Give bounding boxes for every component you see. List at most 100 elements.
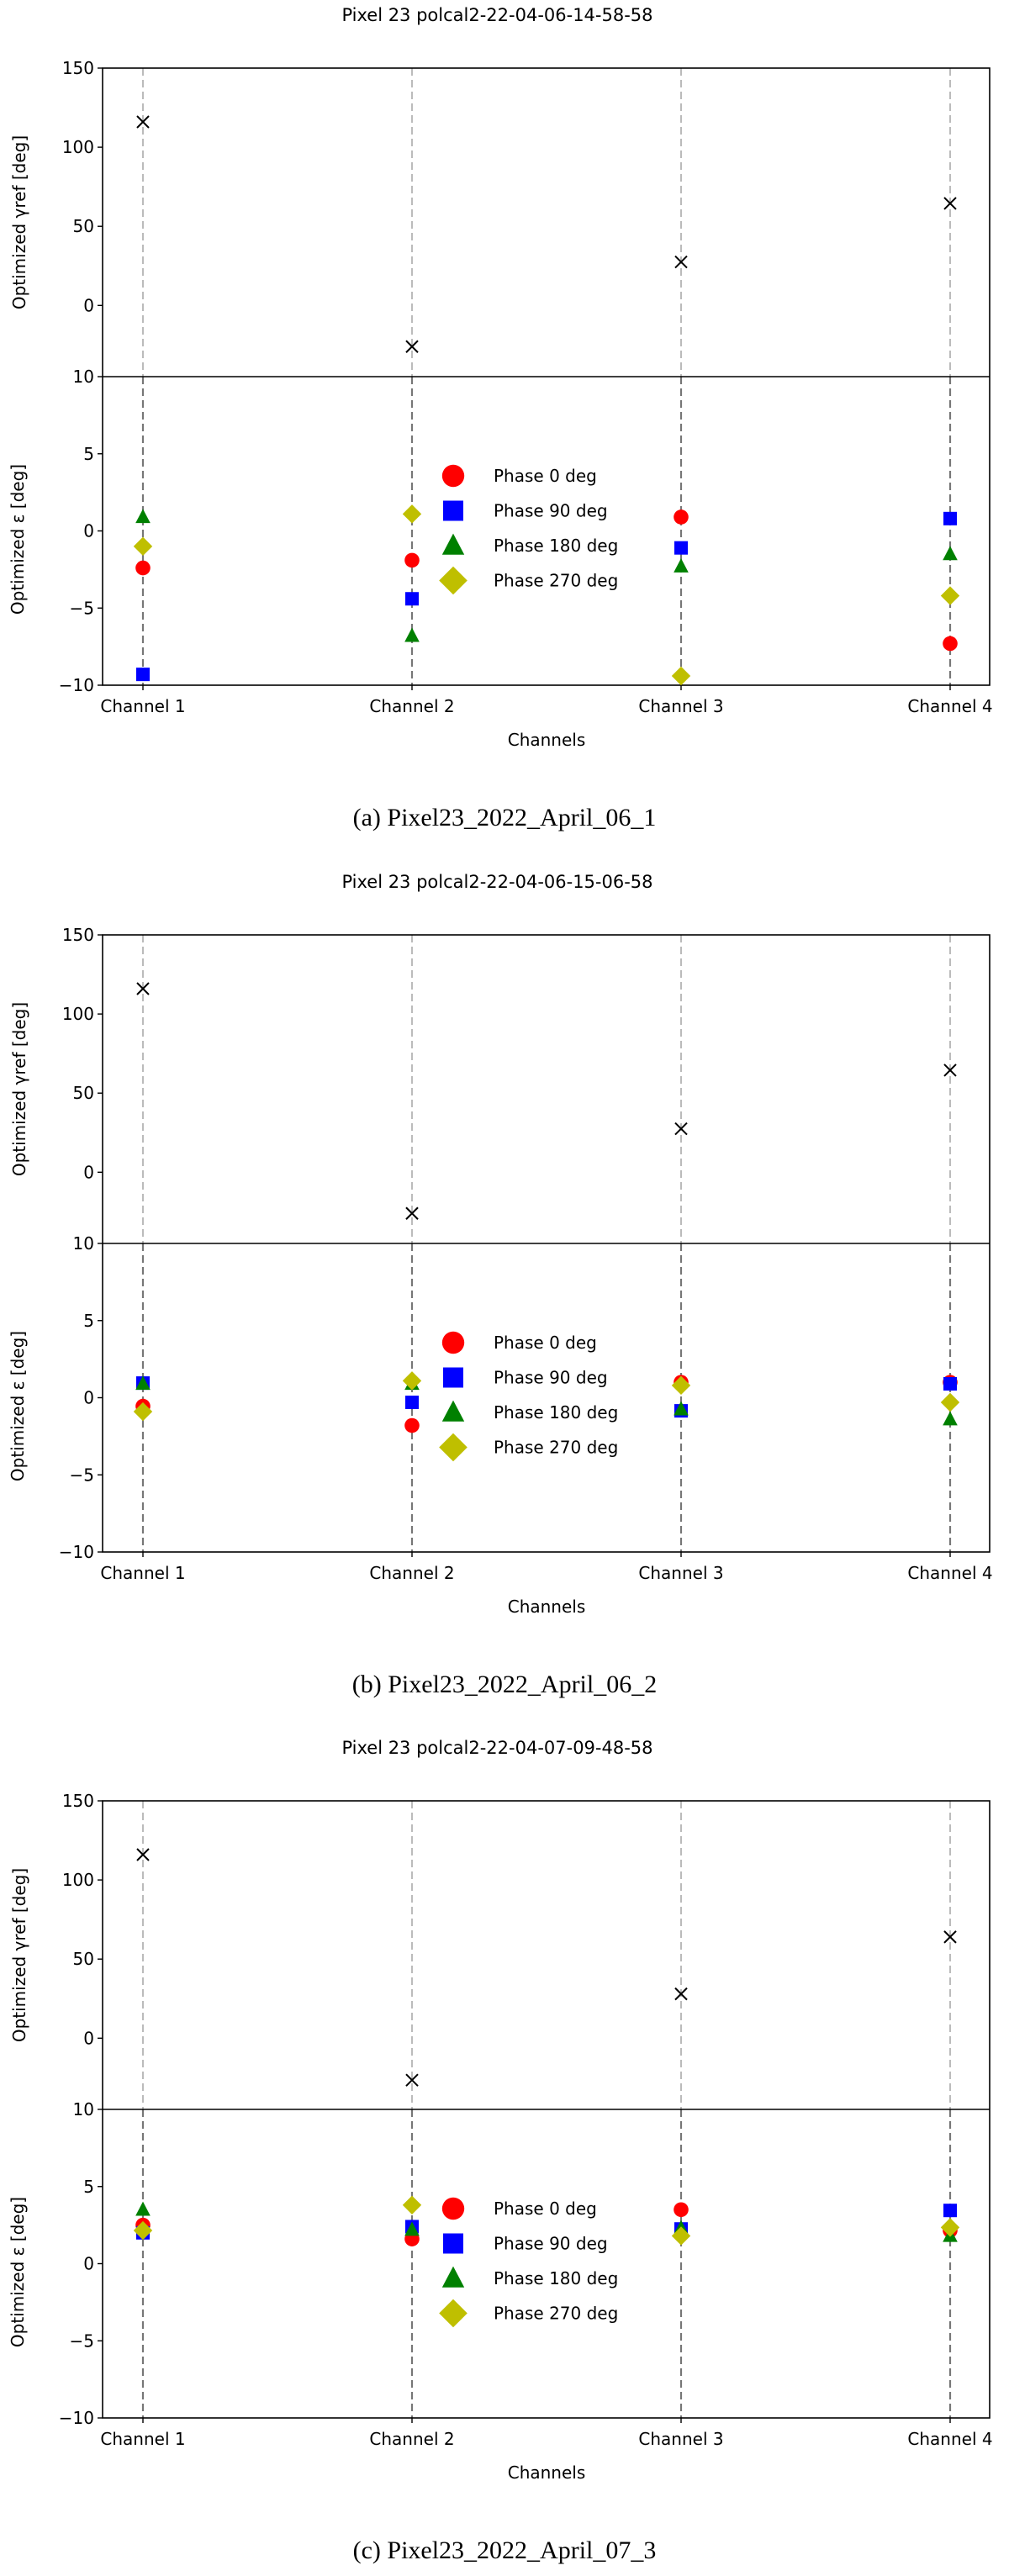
- gamma-point: [674, 1122, 688, 1136]
- x-axis-label: Channels: [508, 730, 586, 750]
- epsilon-point-diamond: [940, 1392, 960, 1412]
- epsilon-point-diamond: [133, 1401, 153, 1422]
- y-tick-label-bottom: 0: [83, 2254, 94, 2274]
- y-tick-label-top: 50: [73, 1083, 94, 1103]
- epsilon-point-square: [136, 668, 150, 682]
- epsilon-point-diamond: [402, 1371, 422, 1391]
- y-tick-label-top: 0: [83, 2028, 94, 2048]
- y-axis-label-bottom: Optimized ε [deg]: [8, 1331, 28, 1481]
- x-tick-label: Channel 2: [369, 2429, 454, 2449]
- y-tick-label-bottom: 5: [83, 2177, 94, 2197]
- legend-label: Phase 90 deg: [494, 2234, 608, 2254]
- gamma-point: [405, 1206, 419, 1220]
- legend-label: Phase 270 deg: [494, 1438, 618, 1458]
- y-tick-label-top: 50: [73, 216, 94, 236]
- legend-label: Phase 270 deg: [494, 571, 618, 591]
- y-tick-label-bottom: 10: [73, 367, 94, 387]
- x-tick-label: Channel 3: [638, 1563, 723, 1583]
- epsilon-point-circle: [674, 509, 689, 525]
- epsilon-point-diamond: [671, 666, 691, 686]
- gamma-point: [943, 1064, 957, 1077]
- legend-label: Phase 180 deg: [494, 2268, 618, 2288]
- y-tick-label-top: 150: [62, 58, 94, 78]
- x-axis-label: Channels: [508, 2463, 586, 2483]
- epsilon-point-triangle: [943, 1411, 958, 1426]
- y-tick-label-top: 0: [83, 295, 94, 315]
- x-tick-label: Channel 4: [907, 696, 992, 716]
- legend-marker-triangle: [441, 1400, 465, 1422]
- y-tick-label-bottom: 10: [73, 2099, 94, 2119]
- legend-label: Phase 0 deg: [494, 466, 597, 486]
- y-tick-label-bottom: −5: [70, 598, 94, 618]
- epsilon-point-triangle: [135, 2201, 151, 2216]
- legend: Phase 0 deg Phase 90 deg Phase 180 deg Phas…: [439, 1331, 618, 1462]
- epsilon-point-diamond: [940, 586, 960, 605]
- legend-marker-circle: [441, 2197, 465, 2220]
- epsilon-point-diamond: [671, 1375, 691, 1396]
- figure-caption: (c) Pixel23_2022_April_07_3: [353, 2536, 657, 2564]
- x-tick-label: Channel 1: [100, 696, 185, 716]
- epsilon-point-diamond: [402, 2195, 422, 2214]
- epsilon-point-diamond: [133, 536, 153, 557]
- y-axis-label-top: Optimized γref [deg]: [9, 1868, 29, 2042]
- x-tick-label: Channel 2: [369, 696, 454, 716]
- chart-title: Pixel 23 polcal2-22-04-07-09-48-58: [341, 1738, 652, 1758]
- legend-label: Phase 180 deg: [494, 1402, 618, 1423]
- epsilon-point-triangle: [674, 1401, 689, 1416]
- epsilon-point-diamond: [133, 2220, 153, 2241]
- epsilon-point-triangle: [135, 1375, 151, 1391]
- x-tick-label: Channel 4: [907, 2429, 992, 2449]
- epsilon-point-diamond: [940, 2218, 960, 2237]
- legend-label: Phase 0 deg: [494, 2199, 597, 2219]
- gamma-point: [405, 340, 419, 353]
- legend-label: Phase 0 deg: [494, 1333, 597, 1353]
- x-tick-label: Channel 3: [638, 696, 723, 716]
- y-tick-label-bottom: −5: [70, 1465, 94, 1485]
- figure-1: Pixel 23 polcal2-22-04-06-14-58-58150100…: [8, 5, 993, 831]
- gamma-point: [136, 115, 150, 129]
- epsilon-point-square: [943, 511, 957, 525]
- legend: Phase 0 deg Phase 90 deg Phase 180 deg Phas…: [439, 2197, 618, 2328]
- y-tick-label-bottom: −10: [59, 1542, 94, 1562]
- epsilon-point-square: [943, 2204, 957, 2218]
- legend: Phase 0 deg Phase 90 deg Phase 180 deg Phas…: [439, 464, 618, 595]
- legend-marker-diamond: [439, 2299, 468, 2328]
- y-axis-label-bottom: Optimized ε [deg]: [8, 464, 28, 615]
- y-tick-label-top: 0: [83, 1162, 94, 1182]
- epsilon-point-circle: [404, 552, 420, 568]
- legend-marker-diamond: [439, 1433, 468, 1462]
- y-axis-label-top: Optimized γref [deg]: [9, 1002, 29, 1176]
- epsilon-point-circle: [404, 1417, 420, 1433]
- y-tick-label-bottom: 0: [83, 1388, 94, 1408]
- gamma-point: [136, 982, 150, 995]
- y-axis-label-bottom: Optimized ε [deg]: [8, 2197, 28, 2347]
- x-tick-label: Channel 3: [638, 2429, 723, 2449]
- y-tick-label-bottom: −10: [59, 2408, 94, 2428]
- legend-marker-diamond: [439, 566, 468, 595]
- figure-2: Pixel 23 polcal2-22-04-06-15-06-58 150 100…: [8, 872, 993, 1698]
- y-tick-label-top: 100: [62, 1870, 94, 1890]
- y-tick-label-bottom: 5: [83, 1311, 94, 1331]
- legend-marker-circle: [441, 1331, 465, 1354]
- legend-label: Phase 90 deg: [494, 1368, 608, 1388]
- x-axis-label: Channels: [508, 1597, 586, 1617]
- epsilon-point-circle: [674, 2202, 689, 2218]
- y-tick-label-bottom: 0: [83, 521, 94, 541]
- epsilon-point-circle: [943, 636, 958, 652]
- y-tick-label-bottom: 5: [83, 444, 94, 464]
- epsilon-point-circle: [135, 560, 151, 576]
- legend-marker-square: [443, 500, 463, 521]
- gamma-point: [674, 255, 688, 269]
- legend-marker-square: [443, 1367, 463, 1388]
- legend-label: Phase 90 deg: [494, 501, 608, 521]
- y-tick-label-top: 100: [62, 1004, 94, 1024]
- y-axis-label-top: Optimized γref [deg]: [9, 135, 29, 309]
- legend-marker-square: [443, 2233, 463, 2254]
- epsilon-point-diamond: [671, 2226, 691, 2246]
- chart-title: Pixel 23 polcal2-22-04-06-15-06-58: [341, 872, 652, 892]
- y-tick-label-top: 150: [62, 925, 94, 945]
- gamma-point: [943, 197, 957, 210]
- y-tick-label-top: 50: [73, 1949, 94, 1969]
- epsilon-point-square: [405, 1396, 419, 1410]
